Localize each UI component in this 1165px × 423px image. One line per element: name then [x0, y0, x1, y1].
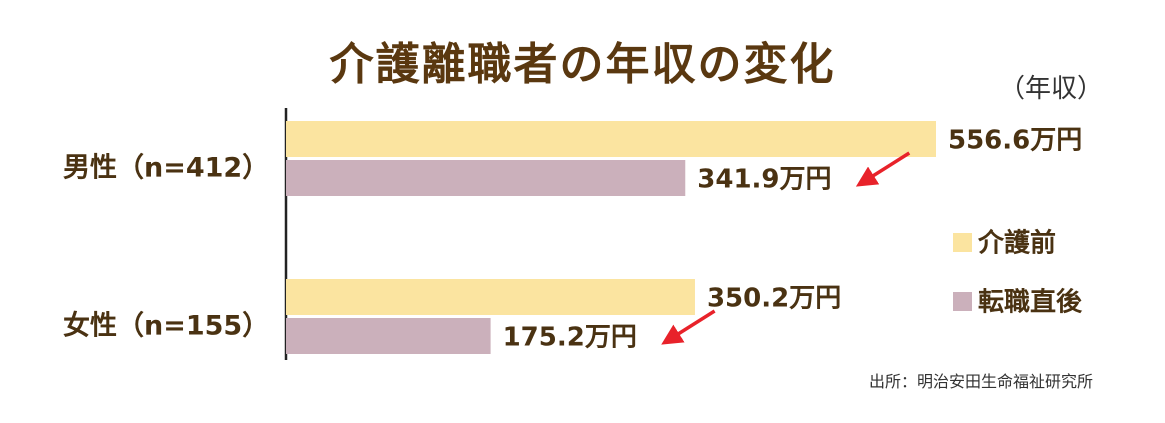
bar-before: [286, 121, 936, 157]
data-label: 350.2万円: [707, 284, 841, 314]
legend-label: 転職直後: [978, 287, 1083, 318]
legend-swatch-after: [953, 292, 972, 311]
unit-label: （年収）: [998, 74, 1103, 104]
bar-after: [286, 318, 491, 354]
data-label: 341.9万円: [697, 165, 831, 195]
bar-after: [286, 160, 686, 196]
legend-swatch-before: [953, 233, 972, 252]
data-label: 556.6万円: [948, 126, 1082, 156]
change-arrow: [855, 151, 911, 187]
chart-title: 介護離職者の年収の変化: [329, 39, 836, 90]
data-label: 175.2万円: [503, 323, 637, 353]
legend-label: 介護前: [977, 228, 1056, 259]
category-label: 女性（n=155）: [63, 310, 269, 342]
bar-before: [286, 279, 695, 315]
category-label: 男性（n=412）: [63, 153, 269, 184]
change-arrow: [661, 309, 716, 345]
source-note: 出所：明治安田生命福祉研究所: [868, 372, 1093, 391]
